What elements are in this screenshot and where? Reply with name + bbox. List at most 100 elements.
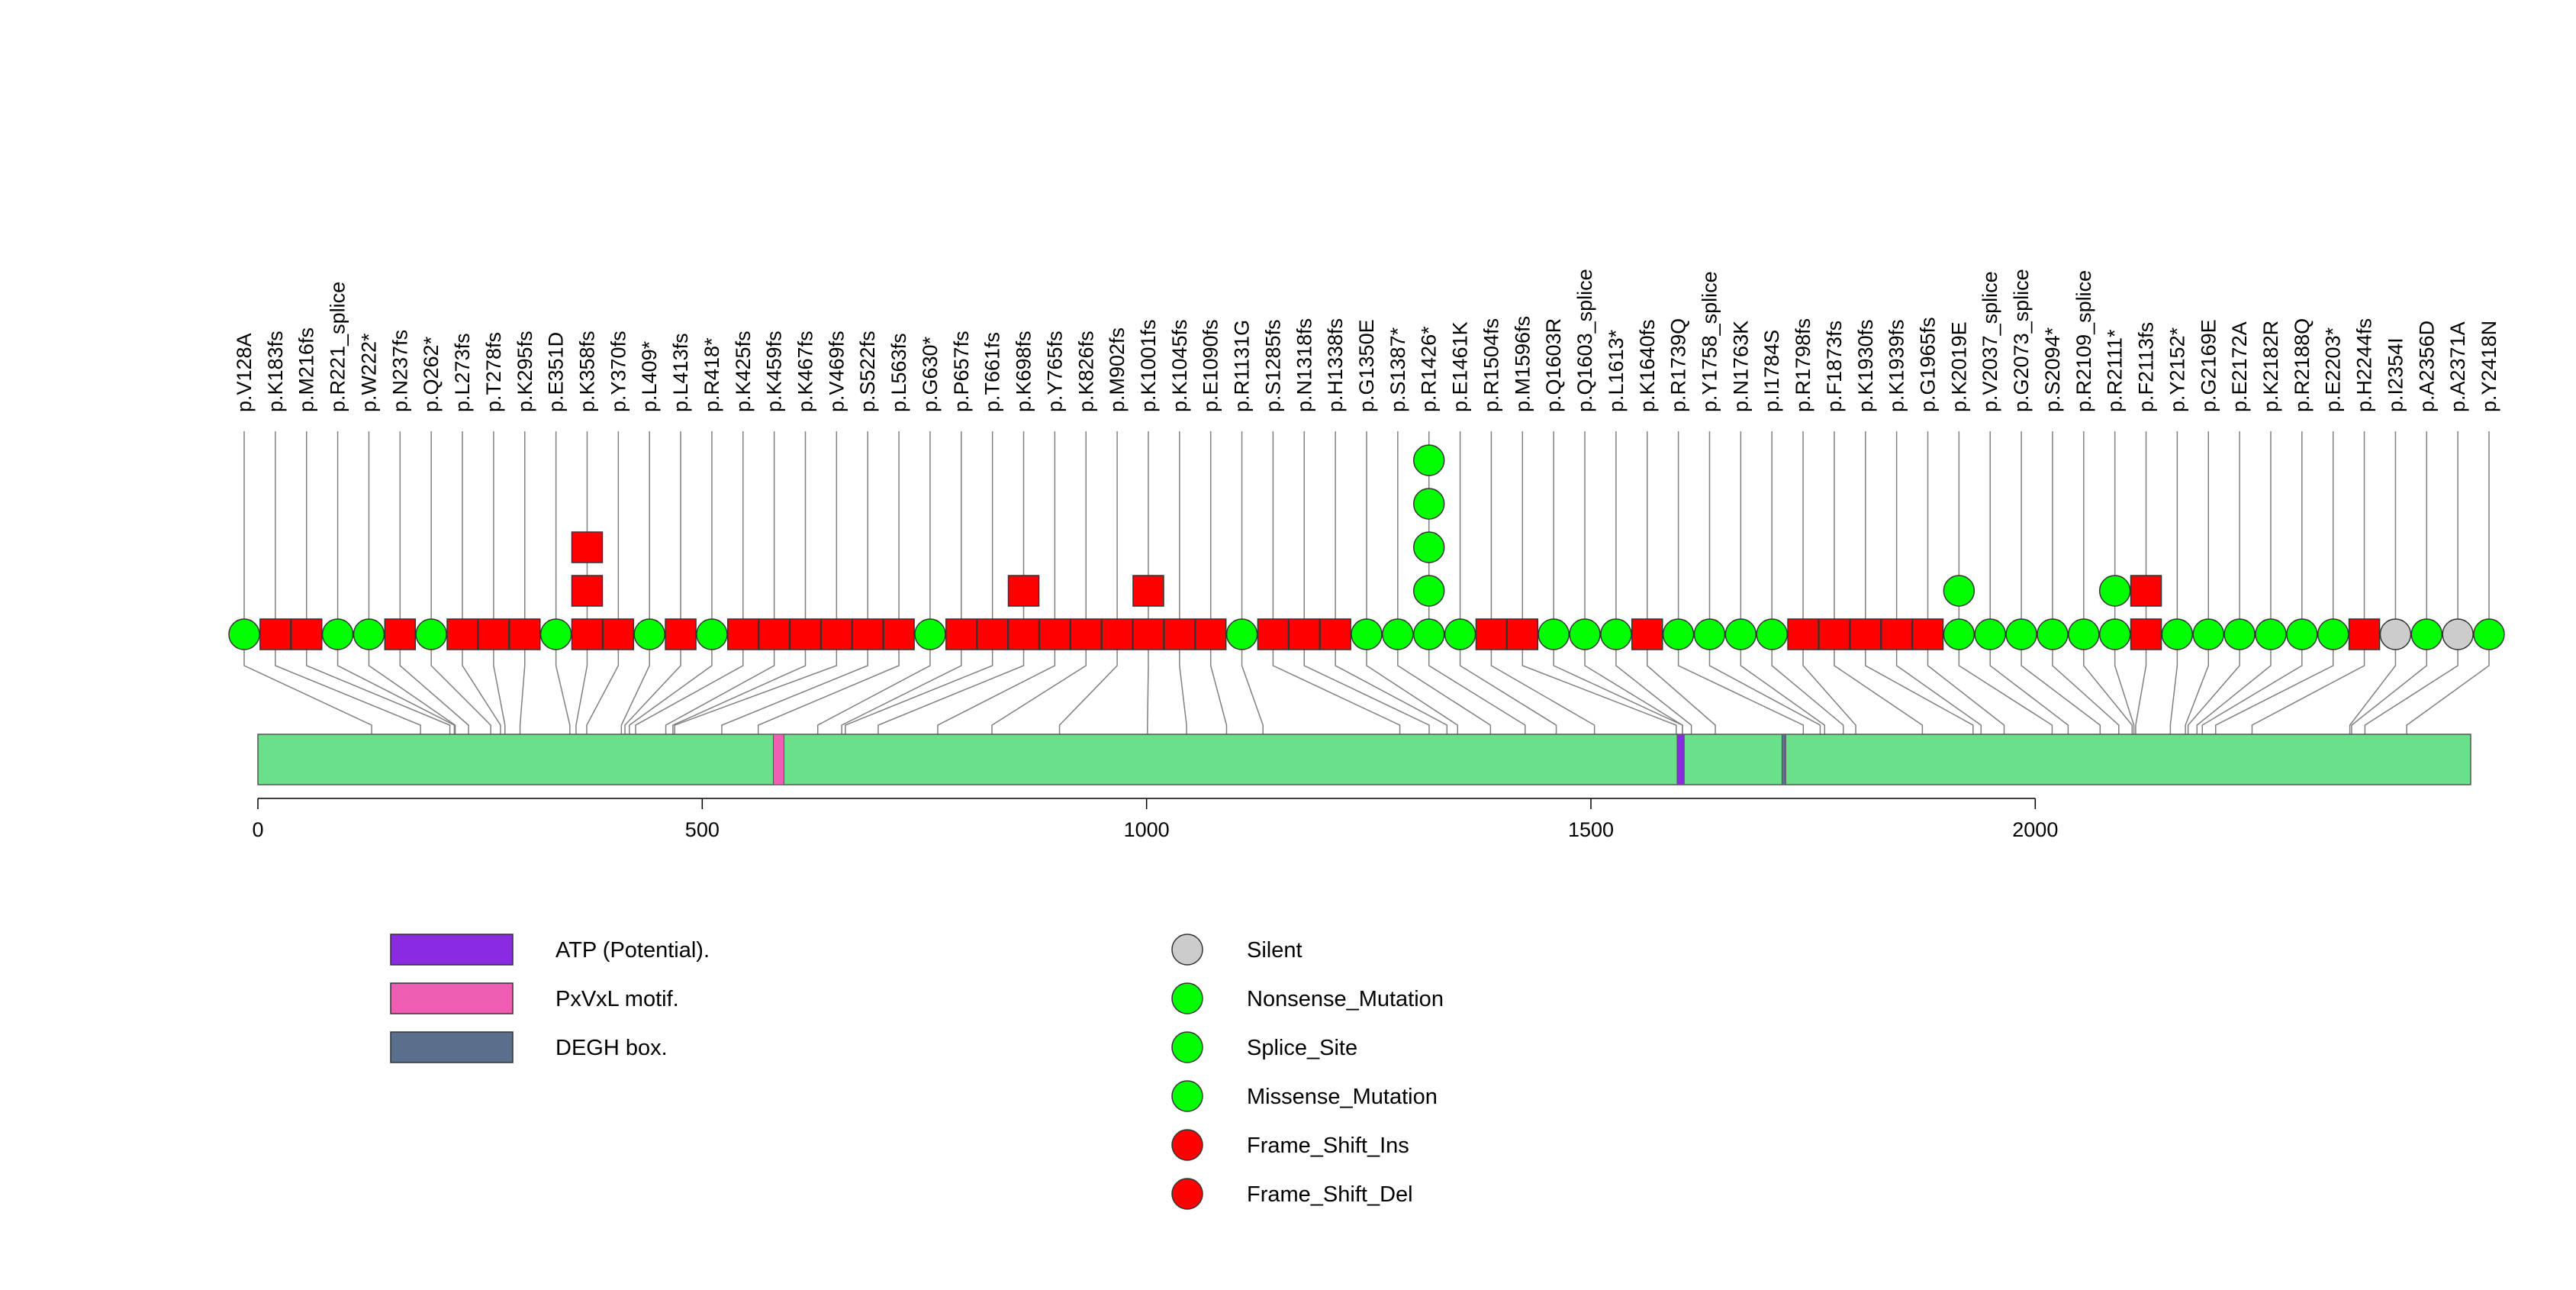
missense-marker[interactable] xyxy=(1600,618,1632,650)
legend-mutation-swatch xyxy=(1171,1178,1203,1210)
missense-marker[interactable] xyxy=(2098,575,2131,607)
missense-marker[interactable] xyxy=(1724,618,1757,650)
frameshift-marker[interactable] xyxy=(2130,575,2162,607)
missense-marker[interactable] xyxy=(2098,618,2131,650)
missense-marker[interactable] xyxy=(228,618,260,650)
frameshift-marker[interactable] xyxy=(259,618,291,650)
frameshift-marker[interactable] xyxy=(1007,575,1040,607)
frameshift-marker[interactable] xyxy=(571,618,604,650)
frameshift-marker[interactable] xyxy=(571,531,604,563)
missense-marker[interactable] xyxy=(321,618,354,650)
frameshift-marker[interactable] xyxy=(2348,618,2381,650)
mutation-label: p.A2371A xyxy=(2446,321,2469,412)
missense-marker[interactable] xyxy=(2473,618,2505,650)
missense-marker[interactable] xyxy=(1382,618,1414,650)
missense-marker[interactable] xyxy=(1693,618,1726,650)
frameshift-marker[interactable] xyxy=(1475,618,1508,650)
missense-marker[interactable] xyxy=(696,618,728,650)
frameshift-marker[interactable] xyxy=(290,618,323,650)
silent-marker[interactable] xyxy=(2442,618,2474,650)
missense-marker[interactable] xyxy=(2161,618,2194,650)
frameshift-marker[interactable] xyxy=(1164,618,1196,650)
frameshift-marker[interactable] xyxy=(1787,618,1819,650)
frameshift-marker[interactable] xyxy=(446,618,478,650)
missense-marker[interactable] xyxy=(2410,618,2443,650)
missense-marker[interactable] xyxy=(353,618,385,650)
missense-marker[interactable] xyxy=(1412,618,1445,650)
mutation-label: p.W222* xyxy=(357,333,380,412)
frameshift-marker[interactable] xyxy=(1319,618,1351,650)
frameshift-marker[interactable] xyxy=(1257,618,1290,650)
missense-marker[interactable] xyxy=(2286,618,2318,650)
protein-domain xyxy=(1676,734,1685,785)
missense-marker[interactable] xyxy=(2005,618,2037,650)
legend-mutation-swatch xyxy=(1171,982,1203,1014)
missense-marker[interactable] xyxy=(1351,618,1383,650)
missense-marker[interactable] xyxy=(1412,444,1445,476)
mutation-label: p.H1338fs xyxy=(1324,318,1347,412)
missense-marker[interactable] xyxy=(633,618,665,650)
frameshift-marker[interactable] xyxy=(571,575,604,607)
missense-marker[interactable] xyxy=(2037,618,2069,650)
frameshift-marker[interactable] xyxy=(1194,618,1227,650)
frameshift-marker[interactable] xyxy=(758,618,791,650)
frameshift-marker[interactable] xyxy=(1818,618,1850,650)
frameshift-marker[interactable] xyxy=(727,618,759,650)
frameshift-marker[interactable] xyxy=(883,618,915,650)
missense-marker[interactable] xyxy=(1412,488,1445,520)
legend-mutation-label: Missense_Mutation xyxy=(1247,1085,1438,1109)
frameshift-marker[interactable] xyxy=(1132,618,1164,650)
mutation-label: p.N1763K xyxy=(1729,321,1752,412)
frameshift-marker[interactable] xyxy=(602,618,635,650)
missense-marker[interactable] xyxy=(1225,618,1258,650)
missense-marker[interactable] xyxy=(2068,618,2100,650)
mutation-label: p.E2172A xyxy=(2228,321,2251,412)
missense-marker[interactable] xyxy=(1412,531,1445,563)
mutation-label: p.K2019E xyxy=(1947,321,1970,412)
frameshift-marker[interactable] xyxy=(1101,618,1133,650)
frameshift-marker[interactable] xyxy=(1506,618,1539,650)
frameshift-marker[interactable] xyxy=(1288,618,1321,650)
missense-marker[interactable] xyxy=(1943,575,1975,607)
frameshift-marker[interactable] xyxy=(789,618,822,650)
mutation-label: p.Y765fs xyxy=(1043,331,1066,412)
silent-marker[interactable] xyxy=(2379,618,2412,650)
missense-marker[interactable] xyxy=(1943,618,1975,650)
frameshift-marker[interactable] xyxy=(1070,618,1102,650)
missense-marker[interactable] xyxy=(1412,575,1445,607)
mutation-label: p.R1739Q xyxy=(1667,318,1690,412)
legend-mutation-label: Splice_Site xyxy=(1247,1036,1357,1060)
missense-marker[interactable] xyxy=(1662,618,1695,650)
missense-marker[interactable] xyxy=(1538,618,1570,650)
missense-marker[interactable] xyxy=(415,618,447,650)
frameshift-marker[interactable] xyxy=(820,618,853,650)
frameshift-marker[interactable] xyxy=(1880,618,1913,650)
frameshift-marker[interactable] xyxy=(2130,618,2162,650)
frameshift-marker[interactable] xyxy=(852,618,884,650)
frameshift-marker[interactable] xyxy=(665,618,697,650)
frameshift-marker[interactable] xyxy=(478,618,510,650)
frameshift-marker[interactable] xyxy=(976,618,1009,650)
frameshift-marker[interactable] xyxy=(945,618,977,650)
frameshift-marker[interactable] xyxy=(1631,618,1663,650)
missense-marker[interactable] xyxy=(2192,618,2224,650)
frameshift-marker[interactable] xyxy=(384,618,417,650)
mutation-label: p.R2188Q xyxy=(2291,318,2314,412)
missense-marker[interactable] xyxy=(1444,618,1476,650)
frameshift-marker[interactable] xyxy=(509,618,541,650)
missense-marker[interactable] xyxy=(2317,618,2349,650)
frameshift-marker[interactable] xyxy=(1007,618,1040,650)
protein-backbone xyxy=(257,734,2471,785)
missense-marker[interactable] xyxy=(914,618,946,650)
mutation-label: p.M1596fs xyxy=(1511,316,1534,412)
missense-marker[interactable] xyxy=(1569,618,1601,650)
frameshift-marker[interactable] xyxy=(1850,618,1882,650)
missense-marker[interactable] xyxy=(1974,618,2006,650)
missense-marker[interactable] xyxy=(2223,618,2256,650)
missense-marker[interactable] xyxy=(2255,618,2287,650)
frameshift-marker[interactable] xyxy=(1911,618,1944,650)
frameshift-marker[interactable] xyxy=(1038,618,1071,650)
frameshift-marker[interactable] xyxy=(1132,575,1164,607)
missense-marker[interactable] xyxy=(539,618,572,650)
missense-marker[interactable] xyxy=(1756,618,1788,650)
